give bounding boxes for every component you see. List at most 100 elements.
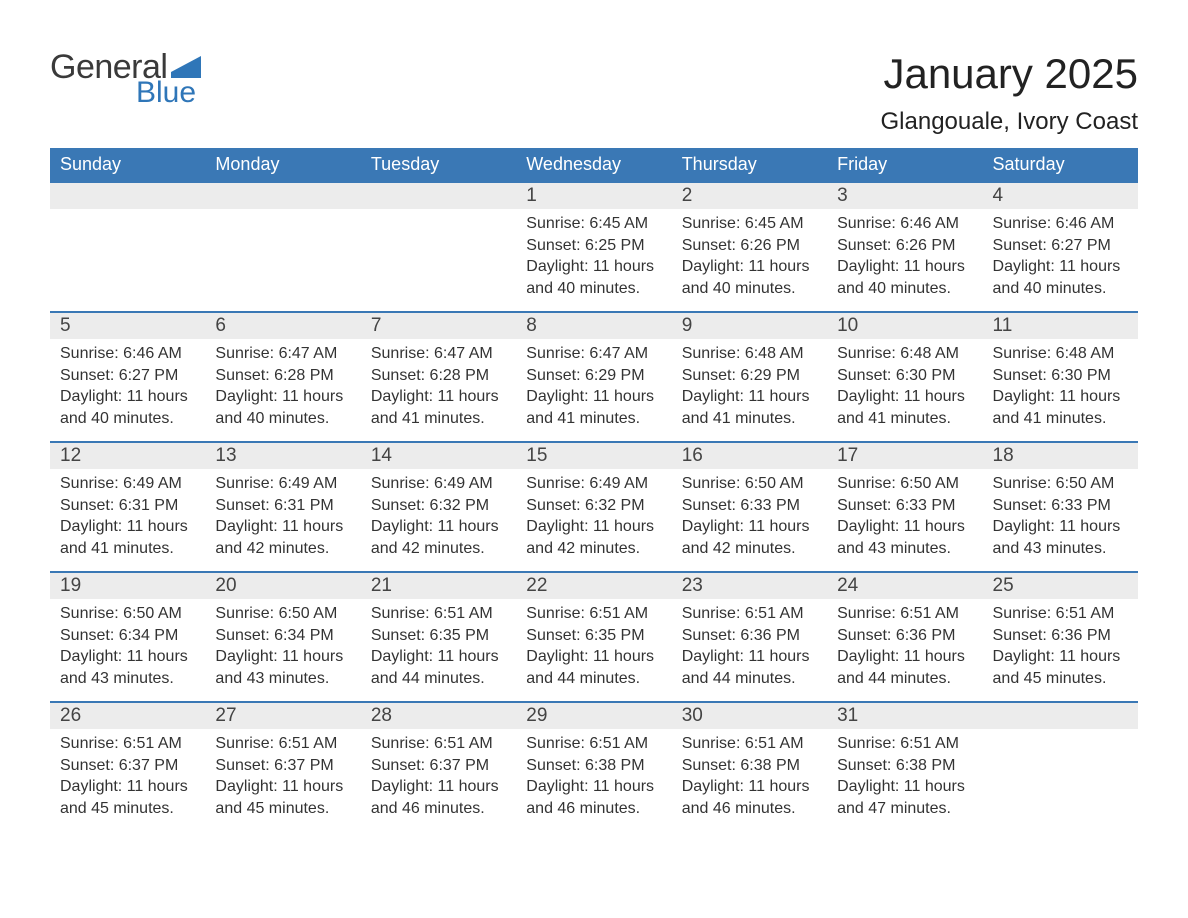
day-body: Sunrise: 6:51 AMSunset: 6:37 PMDaylight:… (50, 729, 205, 829)
day-number: 13 (205, 441, 360, 469)
day-body: Sunrise: 6:46 AMSunset: 6:27 PMDaylight:… (983, 209, 1138, 309)
day-body: Sunrise: 6:47 AMSunset: 6:28 PMDaylight:… (361, 339, 516, 439)
day-body: Sunrise: 6:50 AMSunset: 6:34 PMDaylight:… (205, 599, 360, 699)
daylight-text: Daylight: 11 hours and 47 minutes. (837, 776, 972, 819)
sunset-text: Sunset: 6:38 PM (837, 755, 972, 777)
sunset-text: Sunset: 6:33 PM (993, 495, 1128, 517)
day-body: Sunrise: 6:50 AMSunset: 6:33 PMDaylight:… (827, 469, 982, 569)
daylight-text: Daylight: 11 hours and 41 minutes. (682, 386, 817, 429)
day-body: Sunrise: 6:49 AMSunset: 6:31 PMDaylight:… (50, 469, 205, 569)
sunrise-text: Sunrise: 6:50 AM (60, 603, 195, 625)
day-number-empty (205, 181, 360, 209)
day-cell: 27Sunrise: 6:51 AMSunset: 6:37 PMDayligh… (205, 701, 360, 831)
sunset-text: Sunset: 6:27 PM (993, 235, 1128, 257)
day-cell: 3Sunrise: 6:46 AMSunset: 6:26 PMDaylight… (827, 181, 982, 311)
day-body: Sunrise: 6:51 AMSunset: 6:38 PMDaylight:… (827, 729, 982, 829)
daylight-text: Daylight: 11 hours and 40 minutes. (60, 386, 195, 429)
day-body: Sunrise: 6:51 AMSunset: 6:37 PMDaylight:… (205, 729, 360, 829)
day-number: 21 (361, 571, 516, 599)
day-body: Sunrise: 6:48 AMSunset: 6:30 PMDaylight:… (983, 339, 1138, 439)
header: General Blue January 2025 Glangouale, Iv… (50, 50, 1138, 136)
sunrise-text: Sunrise: 6:45 AM (526, 213, 661, 235)
weekday-header: Tuesday (361, 148, 516, 181)
daylight-text: Daylight: 11 hours and 42 minutes. (371, 516, 506, 559)
daylight-text: Daylight: 11 hours and 42 minutes. (526, 516, 661, 559)
day-cell (205, 181, 360, 311)
day-cell: 23Sunrise: 6:51 AMSunset: 6:36 PMDayligh… (672, 571, 827, 701)
day-body-empty (50, 209, 205, 223)
day-cell: 19Sunrise: 6:50 AMSunset: 6:34 PMDayligh… (50, 571, 205, 701)
sunset-text: Sunset: 6:33 PM (837, 495, 972, 517)
daylight-text: Daylight: 11 hours and 41 minutes. (371, 386, 506, 429)
day-number: 8 (516, 311, 671, 339)
day-body-empty (205, 209, 360, 223)
day-cell: 14Sunrise: 6:49 AMSunset: 6:32 PMDayligh… (361, 441, 516, 571)
sunset-text: Sunset: 6:36 PM (837, 625, 972, 647)
day-number: 30 (672, 701, 827, 729)
day-number: 17 (827, 441, 982, 469)
sunset-text: Sunset: 6:37 PM (371, 755, 506, 777)
sunrise-text: Sunrise: 6:46 AM (993, 213, 1128, 235)
day-number: 25 (983, 571, 1138, 599)
daylight-text: Daylight: 11 hours and 45 minutes. (993, 646, 1128, 689)
sunset-text: Sunset: 6:28 PM (371, 365, 506, 387)
sunrise-text: Sunrise: 6:51 AM (993, 603, 1128, 625)
sunset-text: Sunset: 6:35 PM (371, 625, 506, 647)
sunset-text: Sunset: 6:32 PM (371, 495, 506, 517)
day-cell: 18Sunrise: 6:50 AMSunset: 6:33 PMDayligh… (983, 441, 1138, 571)
sunset-text: Sunset: 6:34 PM (60, 625, 195, 647)
sunset-text: Sunset: 6:35 PM (526, 625, 661, 647)
sunset-text: Sunset: 6:31 PM (215, 495, 350, 517)
sunset-text: Sunset: 6:33 PM (682, 495, 817, 517)
day-body: Sunrise: 6:50 AMSunset: 6:34 PMDaylight:… (50, 599, 205, 699)
day-cell: 7Sunrise: 6:47 AMSunset: 6:28 PMDaylight… (361, 311, 516, 441)
day-cell: 13Sunrise: 6:49 AMSunset: 6:31 PMDayligh… (205, 441, 360, 571)
day-number-empty (983, 701, 1138, 729)
sunrise-text: Sunrise: 6:51 AM (526, 603, 661, 625)
daylight-text: Daylight: 11 hours and 40 minutes. (837, 256, 972, 299)
sunset-text: Sunset: 6:25 PM (526, 235, 661, 257)
sunrise-text: Sunrise: 6:51 AM (371, 733, 506, 755)
day-body: Sunrise: 6:50 AMSunset: 6:33 PMDaylight:… (983, 469, 1138, 569)
sunset-text: Sunset: 6:38 PM (526, 755, 661, 777)
day-body: Sunrise: 6:45 AMSunset: 6:26 PMDaylight:… (672, 209, 827, 309)
sunset-text: Sunset: 6:29 PM (526, 365, 661, 387)
day-cell: 8Sunrise: 6:47 AMSunset: 6:29 PMDaylight… (516, 311, 671, 441)
daylight-text: Daylight: 11 hours and 43 minutes. (993, 516, 1128, 559)
day-number: 4 (983, 181, 1138, 209)
sunrise-text: Sunrise: 6:51 AM (837, 603, 972, 625)
day-number: 31 (827, 701, 982, 729)
sunrise-text: Sunrise: 6:47 AM (371, 343, 506, 365)
day-number: 29 (516, 701, 671, 729)
day-cell (361, 181, 516, 311)
flag-icon (171, 56, 201, 78)
week-row: 26Sunrise: 6:51 AMSunset: 6:37 PMDayligh… (50, 701, 1138, 831)
day-body-empty (983, 729, 1138, 743)
day-cell: 28Sunrise: 6:51 AMSunset: 6:37 PMDayligh… (361, 701, 516, 831)
week-row: 19Sunrise: 6:50 AMSunset: 6:34 PMDayligh… (50, 571, 1138, 701)
day-body: Sunrise: 6:51 AMSunset: 6:38 PMDaylight:… (672, 729, 827, 829)
sunset-text: Sunset: 6:36 PM (993, 625, 1128, 647)
calendar-body: 1Sunrise: 6:45 AMSunset: 6:25 PMDaylight… (50, 181, 1138, 831)
location-label: Glangouale, Ivory Coast (881, 108, 1138, 136)
title-block: January 2025 Glangouale, Ivory Coast (881, 50, 1138, 136)
day-cell: 9Sunrise: 6:48 AMSunset: 6:29 PMDaylight… (672, 311, 827, 441)
sunrise-text: Sunrise: 6:50 AM (215, 603, 350, 625)
sunset-text: Sunset: 6:37 PM (60, 755, 195, 777)
day-cell: 16Sunrise: 6:50 AMSunset: 6:33 PMDayligh… (672, 441, 827, 571)
sunrise-text: Sunrise: 6:51 AM (682, 603, 817, 625)
sunset-text: Sunset: 6:36 PM (682, 625, 817, 647)
day-number: 19 (50, 571, 205, 599)
day-cell: 12Sunrise: 6:49 AMSunset: 6:31 PMDayligh… (50, 441, 205, 571)
day-number: 14 (361, 441, 516, 469)
day-body: Sunrise: 6:45 AMSunset: 6:25 PMDaylight:… (516, 209, 671, 309)
daylight-text: Daylight: 11 hours and 41 minutes. (60, 516, 195, 559)
day-body: Sunrise: 6:49 AMSunset: 6:31 PMDaylight:… (205, 469, 360, 569)
sunrise-text: Sunrise: 6:51 AM (682, 733, 817, 755)
sunset-text: Sunset: 6:31 PM (60, 495, 195, 517)
sunset-text: Sunset: 6:37 PM (215, 755, 350, 777)
day-number: 1 (516, 181, 671, 209)
day-cell: 31Sunrise: 6:51 AMSunset: 6:38 PMDayligh… (827, 701, 982, 831)
daylight-text: Daylight: 11 hours and 42 minutes. (682, 516, 817, 559)
sunrise-text: Sunrise: 6:50 AM (837, 473, 972, 495)
